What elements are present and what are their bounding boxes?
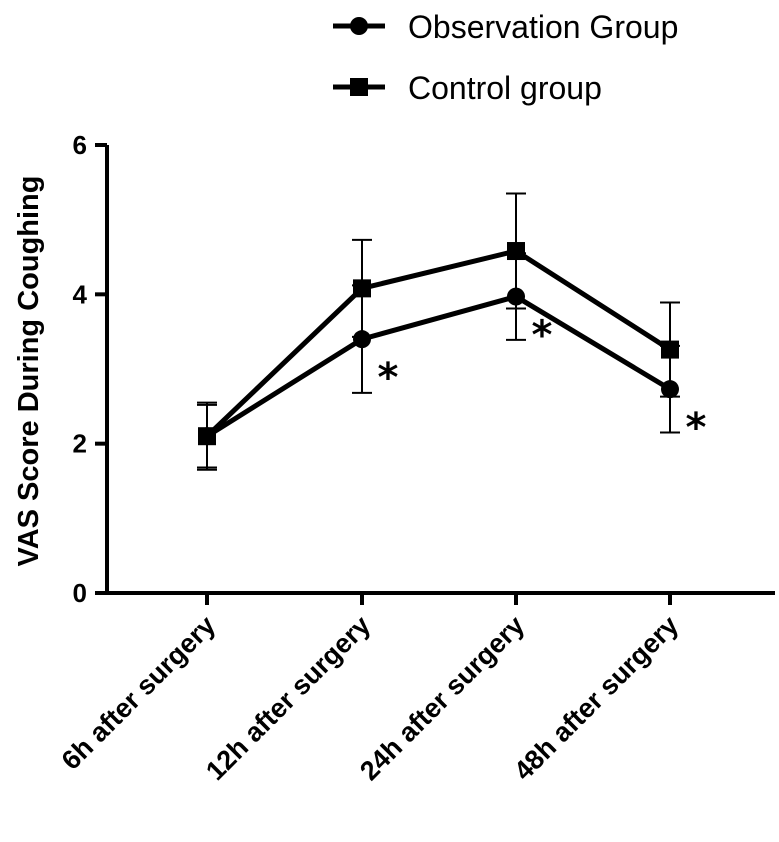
data-point-observation (353, 330, 371, 349)
series-lines (205, 248, 672, 439)
legend-label-observation: Observation Group (408, 9, 678, 45)
y-tick-label: 0 (73, 578, 87, 608)
y-tick-label: 6 (73, 130, 87, 160)
legend-marker-control (350, 78, 368, 96)
x-tick-label: 6h after surgery (56, 610, 222, 776)
data-point-control (198, 427, 216, 446)
significance-star: * (686, 405, 707, 451)
x-tick-label: 12h after surgery (200, 610, 376, 786)
significance-star: * (532, 313, 553, 359)
x-tick-label: 24h after surgery (354, 610, 530, 786)
y-tick-label: 2 (73, 429, 87, 459)
y-tick-label: 4 (73, 279, 88, 309)
data-point-observation (507, 287, 525, 306)
error-bars (197, 192, 680, 471)
series-line-control (205, 248, 672, 439)
y-axis-label: VAS Score During Coughing (13, 176, 45, 567)
legend-marker-observation (350, 17, 368, 35)
significance-star: * (378, 355, 399, 401)
y-ticks: 0 2 4 6 (73, 130, 107, 608)
legend: Observation Group Control group (333, 9, 678, 106)
series-line-observation (205, 294, 672, 439)
data-point-observation (661, 380, 679, 399)
legend-label-control: Control group (408, 70, 602, 106)
data-point-control (661, 340, 679, 359)
data-point-control (353, 279, 371, 298)
axes (105, 145, 775, 595)
markers (198, 242, 679, 446)
x-tick-label: 48h after surgery (508, 610, 684, 786)
data-point-control (507, 242, 525, 261)
significance-stars: * * * (378, 313, 707, 452)
